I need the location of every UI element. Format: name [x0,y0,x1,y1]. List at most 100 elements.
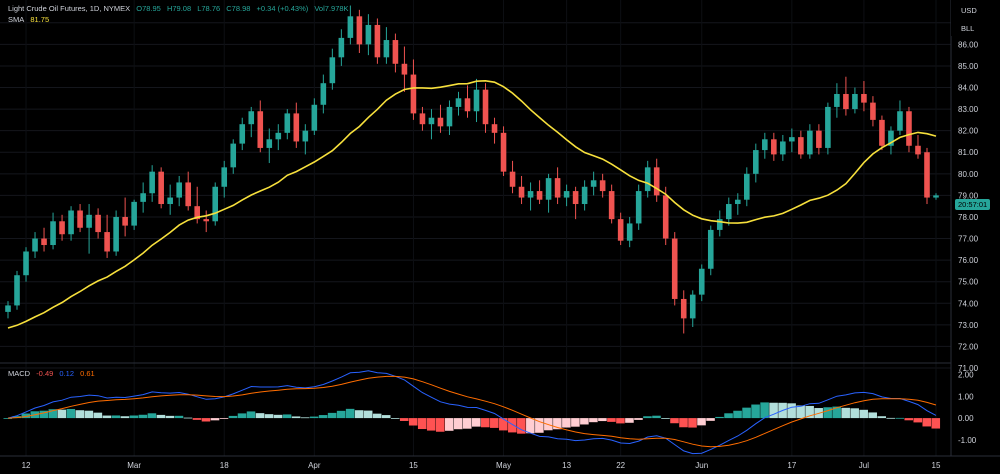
macd-hist-bar [625,418,634,423]
macd-hist-bar [39,410,49,419]
time-tick-label: 12 [22,461,31,470]
symbol-title[interactable]: Light Crude Oil Futures, 1D, NYMEX [8,4,131,13]
candle-body [50,221,56,246]
sma-legend[interactable]: SMA 81.75 [8,15,53,24]
price-grid [0,0,951,456]
candle-body [662,195,669,239]
candle-body [410,74,417,114]
macd-hist-bar [309,416,319,419]
price-tick-label: 78.00 [958,213,979,222]
currency-label[interactable]: USD [961,6,977,15]
candle-body [5,305,11,312]
candle-body [95,214,101,233]
candle-body [725,204,732,220]
macd-hist-bar [733,410,742,419]
macd-hist-bar [84,410,94,419]
macd-hist-bar [688,418,697,428]
candle-body [212,186,219,222]
candle-body [23,251,29,276]
macd-hist-bar [102,415,112,419]
macd-hist-bar [679,418,688,428]
macd-hist-bar [661,418,670,419]
candle-body [653,167,660,196]
price-tick-label: 71.00 [958,364,979,373]
macd-hist-bar [643,416,652,419]
macd-hist-bar [697,418,706,426]
candle-body [617,219,624,241]
macd-legend[interactable]: MACD -0.49 0.12 0.61 [8,369,99,378]
candle-body [203,219,210,222]
candle-body [897,111,903,131]
macd-label: MACD [8,369,31,378]
macd-hist-bar [670,418,679,424]
macd-hist-bar [336,410,346,419]
candle-body [68,210,74,235]
macd-hist-bar [399,418,409,421]
price-tick-label: 81.00 [958,148,979,157]
macd-hist-bar [841,407,850,419]
macd-hist-bar [589,418,598,423]
macd-hist-bar [138,414,148,419]
macd-hist-bar [868,412,877,419]
candle-body [698,268,705,295]
candle-body [545,178,552,200]
time-tick-label: 22 [616,461,625,470]
candle-body [816,130,822,148]
macd-hist-bar [462,418,472,429]
candle-body [771,139,777,155]
candle-body [906,111,912,146]
macd-hist-bar [174,415,184,419]
last-price-countdown: 20:57:01 [955,199,991,210]
candle-body [716,219,723,230]
macd-hist-bar [508,418,517,433]
time-tick-label: Jul [859,461,869,470]
macd-hist-bar [760,402,769,419]
macd-hist-bar [273,414,283,419]
macd-hist-bar [913,418,923,423]
candle-body [248,111,255,125]
macd-hist-bar [219,418,229,419]
candle-body [491,124,498,133]
candle-body [509,171,516,187]
candle-body [41,238,47,246]
macd-hist-bar [282,414,292,419]
macd-hist-bar [634,418,643,420]
close-value: C78.98 [226,4,251,13]
macd-hist-bar [372,413,382,419]
candle-body [329,57,336,84]
unit-label[interactable]: BLL [961,24,975,33]
macd-hist-bar [787,403,796,419]
macd-hist-bar [300,417,310,419]
candle-body [266,139,273,148]
macd-hist-bar [517,418,526,434]
candle-body [257,111,264,148]
candles-layer [5,5,939,334]
candle-body [807,130,813,155]
candle-body [455,98,462,107]
candle-body [347,16,354,38]
candle-body [879,119,885,146]
candle-body [798,137,804,155]
candle-body [446,106,453,127]
macd-hist-bar [472,418,481,427]
macd-hist-bar [210,418,220,421]
candle-body [293,113,300,142]
macd-line-value: 0.12 [59,369,74,378]
candle-body [149,171,155,194]
candle-body [158,171,164,205]
macd-hist-bar [724,413,733,419]
macd-hist-bar [120,416,130,419]
candle-body [915,145,921,155]
candle-body [626,223,633,241]
macd-hist-bar [859,409,868,419]
candle-body [464,98,471,112]
macd-hist-bar [453,418,463,430]
open-value: O78.95 [136,4,161,13]
macd-hist-bar [706,418,715,421]
time-tick-label: 13 [562,461,571,470]
macd-hist-bar [444,418,454,431]
change-value: +0.34 (+0.43%) [256,4,309,13]
macd-histogram [3,402,941,434]
candle-body [401,63,408,75]
